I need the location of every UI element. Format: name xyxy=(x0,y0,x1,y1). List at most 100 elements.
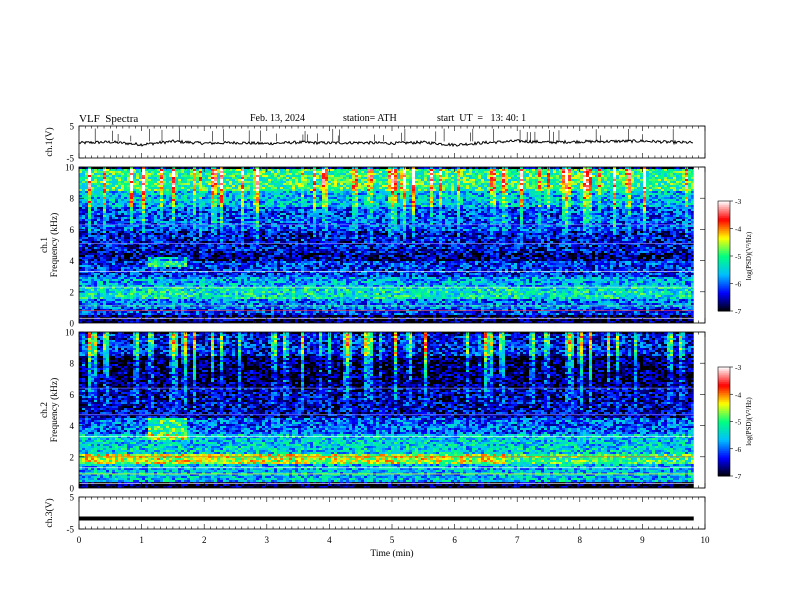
spectrogram-cell xyxy=(130,189,133,191)
spectrogram-cell xyxy=(193,263,196,265)
spectrogram-cell xyxy=(127,247,130,249)
spectrogram-cell xyxy=(85,315,88,317)
spectrogram-cell xyxy=(172,191,175,193)
spectrogram-cell xyxy=(220,297,223,299)
spectrogram-cell xyxy=(232,221,235,223)
spectrogram-cell xyxy=(217,217,220,219)
spectrogram-cell xyxy=(226,197,229,199)
spectrogram-cell xyxy=(217,175,220,177)
spectrogram-cell xyxy=(205,243,208,245)
spectrogram-cell xyxy=(112,211,115,213)
spectrogram-cell xyxy=(154,211,157,213)
spectrogram-cell xyxy=(154,311,157,313)
spectrogram-cell xyxy=(214,315,217,317)
spectrogram-cell xyxy=(217,319,220,321)
spectrogram-cell xyxy=(118,261,121,263)
spectrogram-cell xyxy=(97,233,100,235)
spectrogram-cell xyxy=(115,243,118,245)
spectrogram-cell xyxy=(202,197,205,199)
spectrogram-cell xyxy=(238,241,241,243)
spectrogram-cell xyxy=(244,297,247,299)
spectrogram-cell xyxy=(151,293,154,295)
spectrogram-cell xyxy=(172,183,175,185)
spectrogram-cell xyxy=(136,179,139,181)
spectrogram-cell xyxy=(253,239,256,241)
spectrogram-cell xyxy=(157,287,160,289)
spectrogram-cell xyxy=(199,245,202,247)
spectrogram-cell xyxy=(133,315,136,317)
spectrogram-cell xyxy=(103,269,106,271)
spectrogram-cell xyxy=(178,263,181,265)
spectrogram-cell xyxy=(214,313,217,315)
spectrogram-cell xyxy=(79,247,82,249)
spectrogram-cell xyxy=(226,309,229,311)
spectrogram-cell xyxy=(106,175,109,177)
spectrogram-cell xyxy=(196,207,199,209)
spectrogram-cell xyxy=(178,255,181,257)
spectrogram-cell xyxy=(217,297,220,299)
spectrogram-cell xyxy=(232,301,235,303)
spectrogram-cell xyxy=(121,171,124,173)
spectrogram-cell xyxy=(172,307,175,309)
spectrogram-cell xyxy=(232,211,235,213)
spectrogram-cell xyxy=(223,313,226,315)
spectrogram-cell xyxy=(229,179,232,181)
spectrogram-cell xyxy=(232,287,235,289)
spectrogram-cell xyxy=(199,319,202,321)
spectrogram-cell xyxy=(115,301,118,303)
spectrogram-cell xyxy=(238,231,241,233)
spectrogram-cell xyxy=(256,209,259,211)
spectrogram-cell xyxy=(208,183,211,185)
spectrogram-cell xyxy=(109,183,112,185)
spectrogram-cell xyxy=(190,221,193,223)
spectrogram-cell xyxy=(100,235,103,237)
spectrogram-cell xyxy=(88,195,91,197)
spectrogram-cell xyxy=(97,267,100,269)
spectrogram-cell xyxy=(91,191,94,193)
spectrogram-cell xyxy=(97,299,100,301)
spectrogram-cell xyxy=(169,237,172,239)
spectrogram-cell xyxy=(115,185,118,187)
spectrogram-cell xyxy=(130,223,133,225)
spectrogram-cell xyxy=(244,215,247,217)
spectrogram-cell xyxy=(136,321,139,323)
spectrogram-cell xyxy=(85,267,88,269)
spectrogram-cell xyxy=(112,261,115,263)
spectrogram-cell xyxy=(217,169,220,171)
spectrogram-cell xyxy=(97,213,100,215)
spectrogram-cell xyxy=(235,231,238,233)
spectrogram-cell xyxy=(187,257,190,259)
spectrogram-cell xyxy=(193,205,196,207)
spectrogram-cell xyxy=(124,229,127,231)
spectrogram-cell xyxy=(223,183,226,185)
spectrogram-cell xyxy=(106,267,109,269)
spectrogram-cell xyxy=(178,277,181,279)
spectrogram-cell xyxy=(223,269,226,271)
spectrogram-cell xyxy=(211,273,214,275)
spectrogram-cell xyxy=(166,271,169,273)
spectrogram-cell xyxy=(241,275,244,277)
spectrogram-cell xyxy=(238,309,241,311)
spectrogram-cell xyxy=(196,195,199,197)
spectrogram-cell xyxy=(175,253,178,255)
spectrogram-cell xyxy=(178,261,181,263)
spectrogram-cell xyxy=(91,167,94,169)
spectrogram-cell xyxy=(139,255,142,257)
spectrogram-cell xyxy=(160,231,163,233)
spectrogram-cell xyxy=(214,257,217,259)
spectrogram-cell xyxy=(97,189,100,191)
spectrogram-cell xyxy=(244,269,247,271)
spectrogram-cell xyxy=(217,233,220,235)
ch1-trace xyxy=(78,138,694,148)
spectrogram-cell xyxy=(133,185,136,187)
spectrogram-cell xyxy=(256,303,259,305)
spectrogram-cell xyxy=(139,221,142,223)
spectrogram-cell xyxy=(226,265,229,267)
spectrogram-cell xyxy=(211,287,214,289)
spectrogram-cell xyxy=(88,303,91,305)
spectrogram-cell xyxy=(244,191,247,193)
spectrogram-cell xyxy=(169,301,172,303)
spectrogram-cell xyxy=(244,195,247,197)
spectrogram-cell xyxy=(208,171,211,173)
spectrogram-cell xyxy=(250,275,253,277)
